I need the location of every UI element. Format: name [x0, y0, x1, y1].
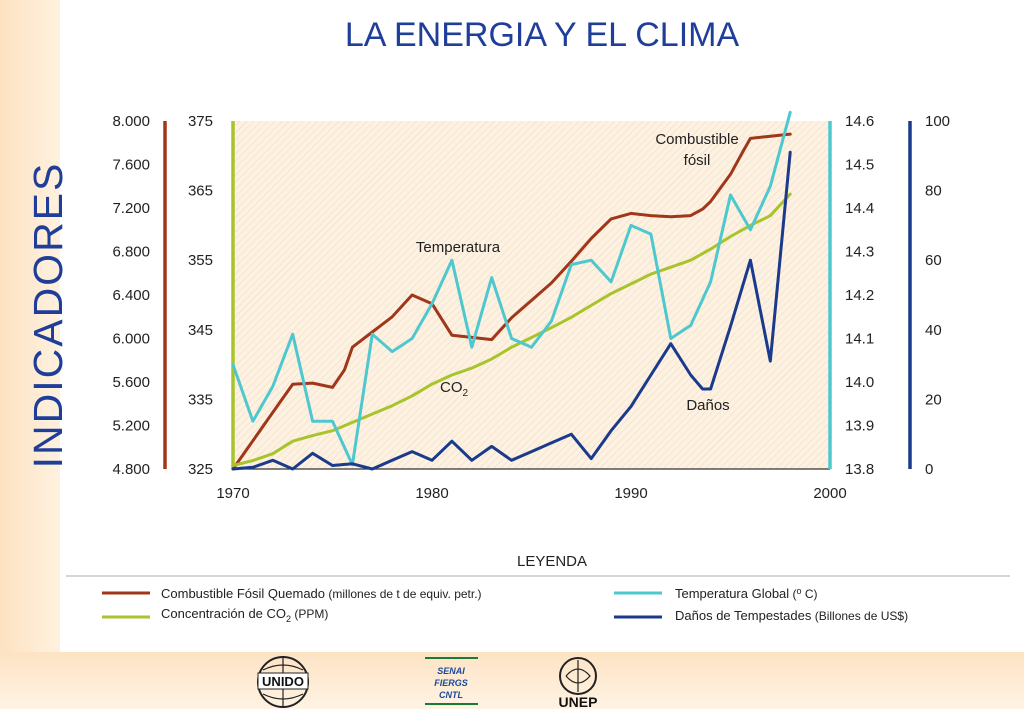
temp-tick-label: 14.2 [845, 287, 874, 304]
co2-tick-label: 325 [188, 461, 213, 478]
temp-tick-label: 14.1 [845, 331, 874, 348]
legend-heading: LEYENDA [517, 553, 587, 570]
temp-tick-label: 14.0 [845, 374, 874, 391]
temp-tick-label: 13.8 [845, 461, 874, 478]
fossil-tick-label: 6.000 [112, 331, 150, 348]
fossil-tick-label: 7.200 [112, 200, 150, 217]
x-tick-label: 1970 [216, 485, 249, 502]
legend-item-temp-tail: C) [802, 587, 818, 601]
logos-bar: UNIDO SENAI FIERGS CNTL UNEP [257, 656, 598, 709]
legend-item-co2-label: Concentración de CO [161, 606, 286, 621]
x-tick-label: 2000 [813, 485, 846, 502]
annotation-co2: CO2 [440, 379, 469, 399]
damage-tick-label: 60 [925, 252, 942, 269]
senai-logo-line1: SENAI [437, 666, 465, 676]
co2-tick-label: 365 [188, 183, 213, 200]
senai-logo-line2: FIERGS [434, 678, 468, 688]
annotation-combustible-line2: fósil [684, 152, 711, 169]
co2-tick-label: 335 [188, 391, 213, 408]
legend-item-co2-sub: 2 [286, 614, 291, 624]
damage-tick-label: 40 [925, 322, 942, 339]
series-line-temp [231, 110, 792, 467]
temp-tick-label: 13.9 [845, 418, 874, 435]
chart: 4.800 5.200 5.600 6.000 6.400 6.800 7.200 7.600… [66, 110, 1010, 624]
unido-logo-text: UNIDO [262, 674, 304, 689]
legend-item-co2: Concentración de CO2 (PPM) [161, 606, 328, 624]
legend-item-damage-unit: (Billones de US$) [811, 609, 908, 623]
temp-tick-label: 14.6 [845, 113, 874, 130]
annotation-co2-main: CO [440, 379, 463, 396]
damage-tick-label: 0 [925, 461, 933, 478]
fossil-tick-label: 5.600 [112, 374, 150, 391]
legend-item-temp-label: Temperatura Global [675, 586, 789, 601]
annotation-temperatura: Temperatura [416, 239, 501, 256]
fossil-tick-label: 7.600 [112, 157, 150, 174]
unep-logo: UNEP [559, 657, 598, 709]
series-line-damage [231, 150, 792, 471]
unep-logo-text: UNEP [559, 694, 598, 709]
unido-logo: UNIDO [257, 656, 309, 708]
fossil-tick-label: 6.400 [112, 287, 150, 304]
legend-item-fossil-label: Combustible Fósil Quemado [161, 586, 325, 601]
series-line-co2 [231, 192, 792, 467]
annotation-danos: Daños [686, 397, 729, 414]
legend-item-damage: Daños de Tempestades (Billones de US$) [675, 608, 908, 623]
bottom-decor-band [0, 652, 1024, 709]
legend-item-fossil: Combustible Fósil Quemado (millones de t… [161, 586, 482, 601]
co2-tick-label: 375 [188, 113, 213, 130]
temp-tick-label: 14.5 [845, 157, 874, 174]
damage-tick-label: 20 [925, 391, 942, 408]
temp-tick-label: 14.4 [845, 200, 874, 217]
x-tick-label: 1990 [614, 485, 647, 502]
fossil-tick-label: 6.800 [112, 244, 150, 261]
annotation-co2-sub: 2 [463, 388, 469, 399]
legend-item-temp: Temperatura Global (o C) [675, 586, 818, 601]
damage-tick-label: 100 [925, 113, 950, 130]
legend-item-temp-sup: o [797, 586, 802, 596]
x-tick-label: 1980 [415, 485, 448, 502]
legend-item-fossil-unit: (millones de t de equiv. petr.) [325, 587, 482, 601]
annotation-combustible-line1: Combustible [655, 131, 738, 148]
left-decor-band [0, 0, 60, 652]
plot-area [233, 121, 830, 469]
senai-logo: SENAI FIERGS CNTL [425, 657, 478, 705]
fossil-tick-label: 5.200 [112, 418, 150, 435]
temp-tick-label: 14.3 [845, 244, 874, 261]
co2-tick-label: 355 [188, 252, 213, 269]
fossil-tick-label: 4.800 [112, 461, 150, 478]
legend-item-co2-unit: (PPM) [291, 607, 328, 621]
series-line-fossil [231, 132, 792, 471]
legend-item-damage-label: Daños de Tempestades [675, 608, 812, 623]
legend-item-temp-unit: ( [789, 587, 796, 601]
co2-tick-label: 345 [188, 322, 213, 339]
senai-logo-line3: CNTL [439, 690, 463, 700]
damage-tick-label: 80 [925, 183, 942, 200]
fossil-tick-label: 8.000 [112, 113, 150, 130]
page-title: LA ENERGIA Y EL CLIMA [344, 16, 740, 54]
